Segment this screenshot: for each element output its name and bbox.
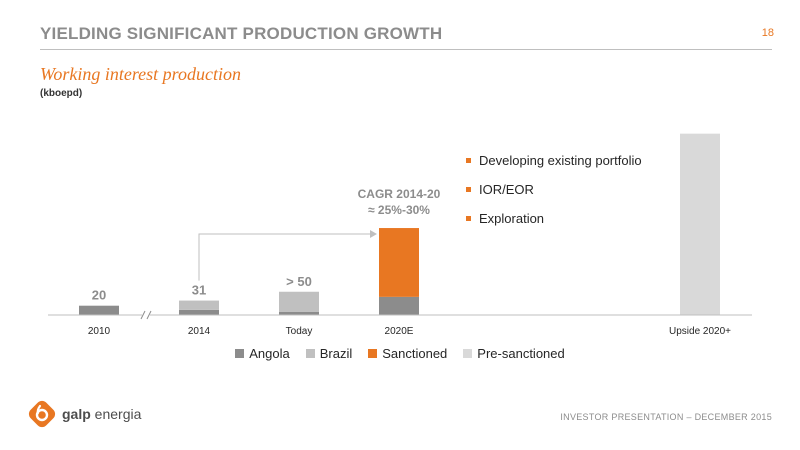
legend-item-brazil: Brazil (305, 346, 353, 361)
bar-segment-angola (379, 296, 419, 315)
data-label: > 50 (286, 274, 312, 289)
bar-segment-brazil (279, 291, 319, 312)
bullet-item: Developing existing portfolio (466, 146, 642, 175)
legend-label: Angola (249, 346, 290, 361)
bar-segment-sanctioned (379, 228, 419, 297)
galp-logo-icon (28, 400, 56, 428)
footer-text: INVESTOR PRESENTATION – DECEMBER 2015 (560, 412, 772, 422)
x-tick-label: 2020E (385, 326, 414, 337)
bar-segment-pre-sanctioned (680, 133, 720, 315)
bar-segment-angola (279, 311, 319, 315)
production-chart: 2010 20 2014 31 Today > 50 2020E Upside 2020+ CA… (48, 133, 752, 337)
legend-swatch (368, 349, 378, 358)
unit-label: (kboepd) (40, 88, 83, 99)
title-divider (40, 49, 772, 50)
legend-label: Sanctioned (382, 346, 448, 361)
x-tick-label: 2010 (88, 326, 111, 337)
legend-label: Pre-sanctioned (477, 346, 565, 361)
legend-item-pre-sanctioned: Pre-sanctioned (463, 346, 565, 361)
legend-swatch (463, 349, 473, 358)
bullet-square (466, 216, 471, 221)
x-tick-label: Today (286, 326, 313, 337)
data-label: 31 (192, 283, 206, 298)
galp-logo: galp energia (28, 400, 141, 428)
logo-brand: galp (62, 406, 91, 422)
chart-subtitle: Working interest production (40, 64, 241, 84)
chart-legend: Angola Brazil Sanctioned Pre-sanctioned (0, 346, 800, 361)
bullet-text: Exploration (479, 211, 545, 226)
bullet-text: IOR/EOR (479, 182, 534, 197)
legend-item-angola: Angola (235, 346, 290, 361)
page-title: YIELDING SIGNIFICANT PRODUCTION GROWTH (40, 24, 443, 43)
bar-segment-angola (179, 309, 219, 315)
bar-segment-angola (79, 305, 119, 315)
bullet-item: IOR/EOR (466, 175, 642, 204)
legend-swatch (235, 349, 245, 358)
logo-suffix: energia (94, 406, 142, 422)
axis-break-mark (140, 310, 146, 320)
cagr-annotation-line1: CAGR 2014-20 (358, 187, 441, 201)
bullet-square (466, 158, 471, 163)
bullet-square (466, 187, 471, 192)
bullet-item: Exploration (466, 204, 642, 233)
legend-item-sanctioned: Sanctioned (368, 346, 447, 361)
legend-swatch (305, 349, 315, 358)
legend-label: Brazil (319, 346, 353, 361)
data-label: 20 (92, 288, 106, 303)
bar-segment-brazil (179, 300, 219, 310)
x-tick-label: 2014 (188, 326, 211, 337)
cagr-arrow-line (198, 233, 371, 281)
bullet-text: Developing existing portfolio (479, 153, 642, 168)
bullet-list: Developing existing portfolio IOR/EOR Ex… (466, 146, 642, 233)
x-tick-label: Upside 2020+ (669, 326, 731, 337)
page-number: 18 (761, 27, 774, 39)
cagr-arrow-head (370, 230, 377, 239)
logo-wordmark: galp energia (62, 406, 141, 422)
cagr-annotation-line2: ≈ 25%-30% (368, 203, 430, 217)
axis-break-mark (146, 310, 152, 320)
